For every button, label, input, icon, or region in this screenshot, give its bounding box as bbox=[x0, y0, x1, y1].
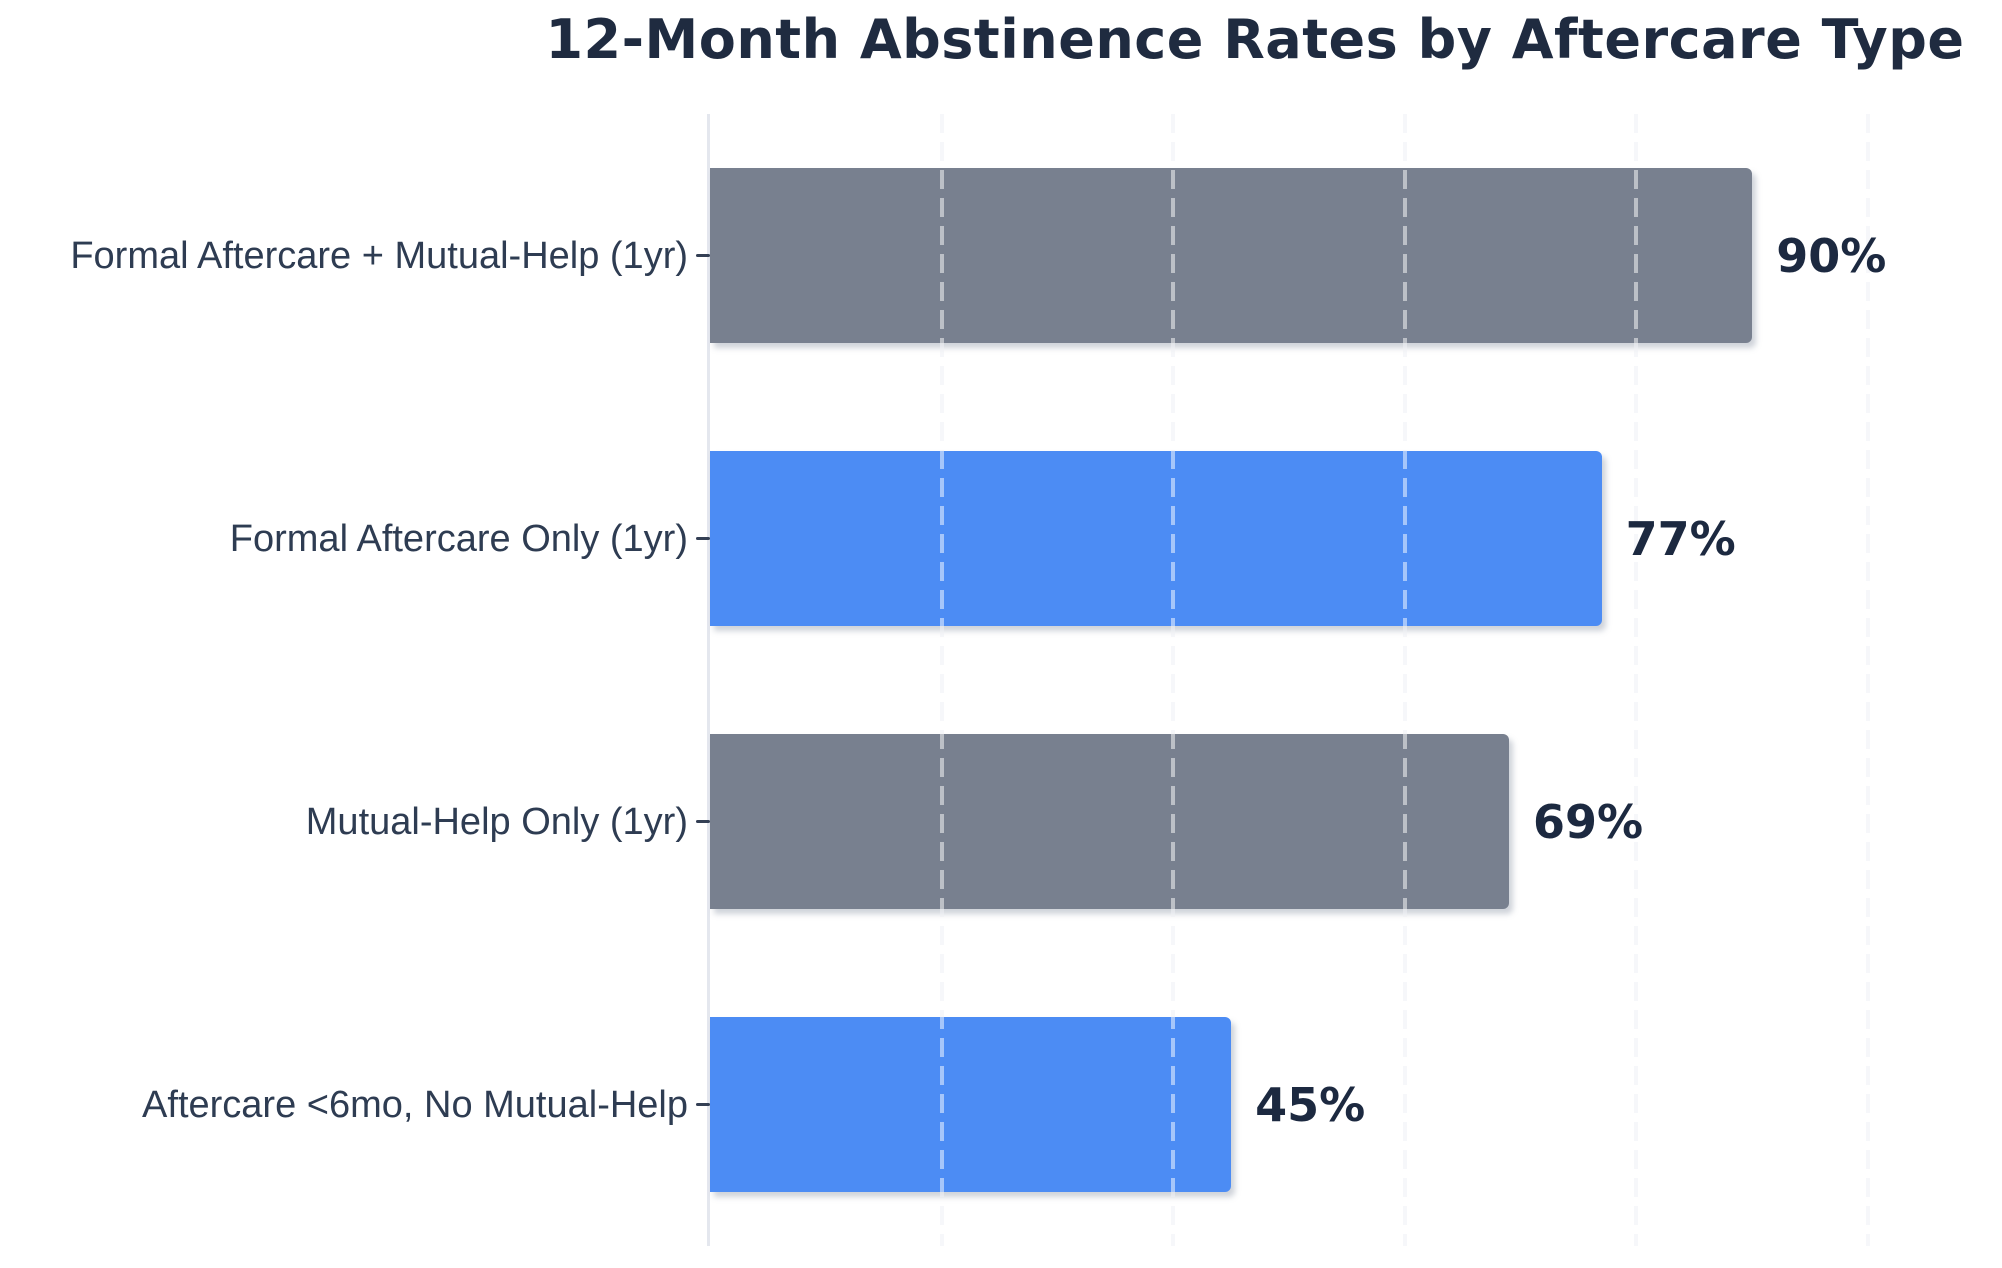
y-axis-tick bbox=[696, 1103, 710, 1106]
value-label: 77% bbox=[1625, 511, 1736, 566]
y-axis-tick bbox=[696, 537, 710, 540]
bar-1 bbox=[710, 168, 1753, 343]
category-label: Mutual-Help Only (1yr) bbox=[305, 800, 688, 843]
gridline-80 bbox=[1634, 114, 1639, 1246]
category-label: Aftercare <6mo, No Mutual-Help bbox=[142, 1083, 688, 1126]
category-label: Formal Aftercare + Mutual-Help (1yr) bbox=[70, 234, 688, 277]
bar-3 bbox=[710, 734, 1510, 909]
bar-2 bbox=[710, 451, 1602, 626]
y-axis-line bbox=[707, 114, 710, 1246]
y-axis-tick bbox=[696, 820, 710, 823]
value-label: 69% bbox=[1533, 794, 1644, 849]
gridline-40 bbox=[1171, 114, 1176, 1246]
gridline-60 bbox=[1402, 114, 1407, 1246]
bar-4 bbox=[710, 1017, 1232, 1192]
category-label: Formal Aftercare Only (1yr) bbox=[229, 517, 688, 560]
y-axis-tick bbox=[696, 254, 710, 257]
value-label: 90% bbox=[1776, 228, 1887, 283]
value-label: 45% bbox=[1255, 1077, 1366, 1132]
gridline-100 bbox=[1866, 114, 1870, 1246]
gridline-20 bbox=[939, 114, 944, 1246]
chart-title: 12-Month Abstinence Rates by Aftercare T… bbox=[545, 8, 1965, 71]
